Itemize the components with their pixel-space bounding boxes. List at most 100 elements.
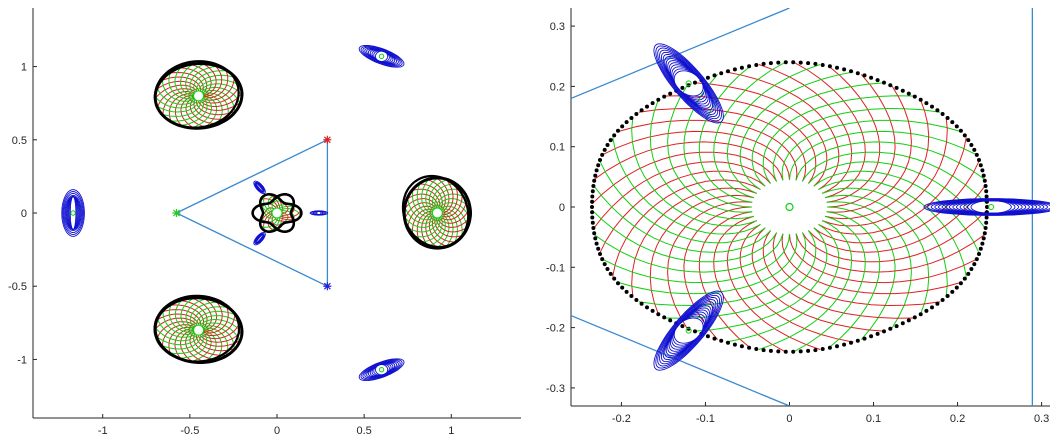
boundary-dot xyxy=(869,334,874,339)
green-curve xyxy=(772,107,941,182)
ellipse-web-green-curve xyxy=(436,208,463,237)
boundary-dot xyxy=(862,73,867,78)
blue-ellipse-ring xyxy=(253,231,266,246)
ellipse-web-green-curve xyxy=(436,202,471,220)
blue-ellipse-ring xyxy=(963,200,1020,214)
boundary-dot xyxy=(693,329,697,334)
boundary-dot xyxy=(954,285,959,290)
blue-ellipse-ring xyxy=(659,296,719,365)
x-tick-label: -0.2 xyxy=(612,413,631,425)
blue-ellipse-ring xyxy=(62,191,84,235)
green-curve xyxy=(739,71,854,191)
y-tick-label: 0.2 xyxy=(550,81,565,93)
ellipse-web-green-curve xyxy=(198,328,223,361)
red-curve xyxy=(631,187,757,298)
x-tick-label: 0.1 xyxy=(866,413,881,425)
x-tick-label: 0.3 xyxy=(1034,413,1049,425)
red-curve xyxy=(739,223,854,343)
boundary-dot xyxy=(680,85,685,90)
boundary-dot xyxy=(705,334,710,339)
vertex-star-marker xyxy=(172,209,181,217)
green-curve xyxy=(631,116,757,227)
boundary-dot xyxy=(798,349,803,354)
boundary-dot xyxy=(849,340,853,345)
boundary-dot xyxy=(590,189,595,194)
boundary-dot xyxy=(888,326,893,331)
boundary-dot xyxy=(985,205,989,209)
boundary-dot xyxy=(835,344,839,349)
green-curve xyxy=(801,151,988,205)
blue-ellipse-ring xyxy=(64,194,83,232)
blue-ellipse-ring xyxy=(360,45,403,67)
boundary-dot xyxy=(791,60,796,65)
boundary-dot xyxy=(940,112,945,116)
ellipse-web-red-curve xyxy=(198,300,223,332)
ellipse-center-marker xyxy=(378,53,385,60)
boundary-dot xyxy=(950,120,955,125)
ellipse-web-green-curve xyxy=(178,329,208,359)
green-curve xyxy=(827,206,896,340)
vertex-star-marker xyxy=(323,282,332,291)
boundary-dot xyxy=(592,231,597,236)
ellipse-web-green-curve xyxy=(411,212,441,238)
blue-ellipse-ring xyxy=(254,181,265,193)
boundary-dot xyxy=(616,281,620,286)
blue-ellipse-ring xyxy=(657,47,721,120)
boundary-dot xyxy=(761,348,766,353)
boundary-dot xyxy=(982,178,987,183)
red-curve xyxy=(593,161,771,230)
red-curve xyxy=(824,99,930,220)
ellipse-web-green-curve xyxy=(180,297,199,331)
blue-ellipse-ring xyxy=(959,200,1023,214)
boundary-dot xyxy=(842,342,847,347)
boundary-dot xyxy=(620,285,625,290)
boundary-dot xyxy=(950,289,955,294)
boundary-dot xyxy=(650,101,655,106)
green-curve xyxy=(824,194,930,315)
blue-ellipse-ring xyxy=(364,361,399,379)
red-curve xyxy=(616,119,798,181)
x-tick-label: 1 xyxy=(448,425,454,437)
blue-ellipse-ring xyxy=(937,199,1045,215)
blue-ellipse-ring xyxy=(362,46,401,66)
boundary-dot xyxy=(596,246,601,251)
ellipse-web-red-curve xyxy=(437,182,458,216)
y-tick-label: 0 xyxy=(559,202,565,214)
ellipse-web-green-curve xyxy=(421,178,438,214)
boundary-dot xyxy=(768,348,773,353)
boundary-dot xyxy=(593,236,598,241)
boundary-dot xyxy=(639,108,644,113)
green-curve xyxy=(813,170,980,254)
boundary-dot xyxy=(608,138,613,143)
boundary-dot xyxy=(983,184,988,188)
ellipse-web-red-curve xyxy=(198,306,229,334)
boundary-dot xyxy=(747,345,752,350)
ellipse-web-green-curve xyxy=(189,65,218,97)
boundary-dot xyxy=(747,64,752,69)
boundary-dot xyxy=(924,101,929,106)
ellipse-web-red-curve xyxy=(198,65,223,98)
boundary-dot xyxy=(912,94,917,99)
y-tick-label: -0.2 xyxy=(546,323,565,335)
y-tick-label: 0.1 xyxy=(550,142,565,154)
boundary-dot xyxy=(602,262,607,267)
boundary-dot xyxy=(984,215,989,220)
boundary-dot xyxy=(662,315,667,320)
boundary-dot xyxy=(605,143,610,147)
boundary-dot xyxy=(761,61,766,66)
boundary-dot xyxy=(616,128,620,133)
blue-ellipse-ring xyxy=(662,53,715,113)
triangle-edge-line xyxy=(571,314,790,406)
boundary-dot xyxy=(798,60,803,65)
blue-ellipse-ring xyxy=(934,199,1048,215)
boundary-dot xyxy=(882,329,886,334)
blue-ellipse-ring xyxy=(362,360,401,380)
boundary-dot xyxy=(974,257,979,262)
boundary-dot xyxy=(935,108,940,113)
green-curve xyxy=(808,161,986,230)
red-curve xyxy=(594,141,784,181)
green-curve xyxy=(616,233,798,295)
red-curve xyxy=(599,170,766,254)
ellipse-center-marker xyxy=(378,366,385,373)
boundary-dot xyxy=(754,63,759,67)
